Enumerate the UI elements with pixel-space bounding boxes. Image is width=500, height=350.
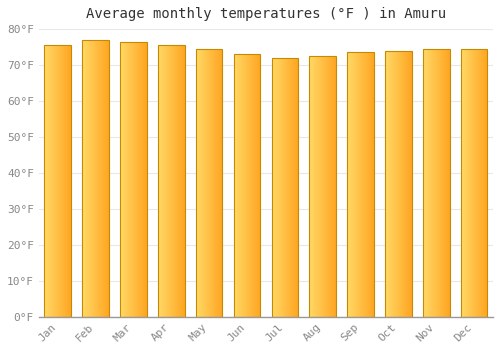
Bar [461,49,487,317]
Bar [423,49,450,317]
Bar [348,52,374,317]
Bar [158,45,184,317]
Bar [385,51,411,317]
Bar [120,42,146,317]
Bar [44,45,71,317]
Title: Average monthly temperatures (°F ) in Amuru: Average monthly temperatures (°F ) in Am… [86,7,446,21]
Bar [234,54,260,317]
Bar [310,56,336,317]
Bar [196,49,222,317]
Bar [272,58,298,317]
Bar [82,40,109,317]
